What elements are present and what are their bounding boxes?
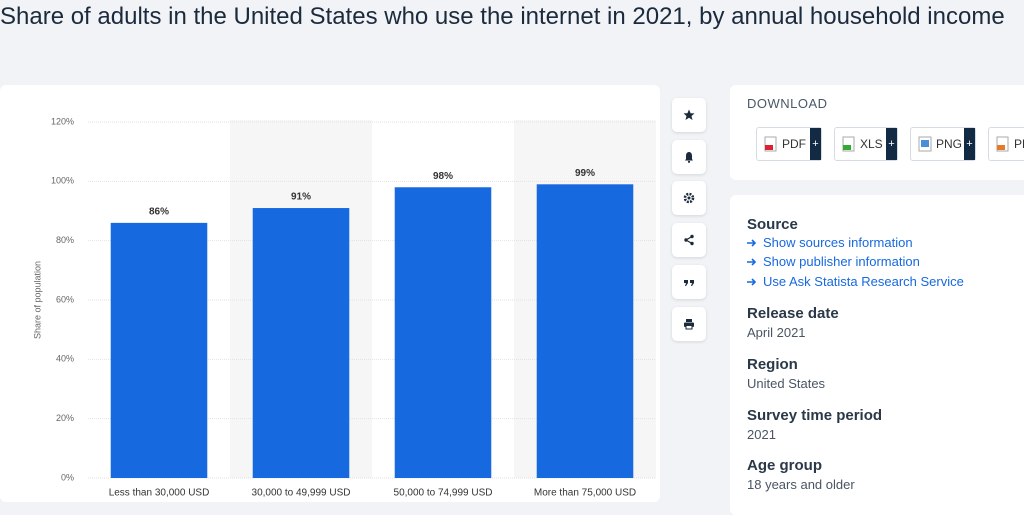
detail-value: 2021 [747, 427, 776, 442]
x-tick-label: 50,000 to 74,999 USD [394, 488, 493, 499]
bar [110, 222, 208, 478]
notification-button[interactable] [672, 140, 706, 174]
share-button[interactable] [672, 223, 706, 257]
format-label: PDF [782, 137, 806, 151]
bar [252, 208, 350, 478]
y-tick-label: 100% [51, 176, 74, 186]
format-label: PPT [1014, 137, 1024, 151]
download-panel: DOWNLOAD PDF+ XLS+ PNG+ PPT+ [730, 85, 1024, 180]
favorite-button[interactable] [672, 98, 706, 132]
detail-heading: Survey time period [747, 407, 883, 424]
link-text: Show sources information [763, 235, 913, 250]
source-link[interactable]: Show publisher information [747, 254, 920, 269]
detail-value: April 2021 [747, 325, 806, 340]
download-pdf[interactable]: PDF + [756, 127, 822, 161]
link-text: Show publisher information [763, 254, 920, 269]
x-tick-label: More than 75,000 USD [534, 488, 636, 499]
value-label: 86% [149, 207, 169, 218]
detail-value: 18 years and older [747, 477, 855, 492]
y-tick-label: 20% [56, 413, 74, 423]
y-tick-label: 40% [56, 354, 74, 364]
detail-heading: Release date [747, 305, 839, 322]
x-tick-label: 30,000 to 49,999 USD [252, 488, 351, 499]
bar [536, 184, 634, 479]
format-label: XLS [860, 137, 883, 151]
link-text: Use Ask Statista Research Service [763, 274, 964, 289]
download-xls[interactable]: XLS + [834, 127, 898, 161]
page-title: Share of adults in the United States who… [0, 3, 1005, 30]
value-label: 91% [291, 192, 311, 203]
source-link[interactable]: Show sources information [747, 235, 913, 250]
print-button[interactable] [672, 307, 706, 341]
value-label: 99% [575, 168, 595, 179]
chart-panel: Share of population 0% 20% 40% 60% 80% 100% 12… [0, 85, 660, 502]
download-png[interactable]: PNG + [910, 127, 976, 161]
format-label: PNG [936, 137, 963, 151]
x-tick-label: Less than 30,000 USD [109, 488, 210, 499]
value-label: 98% [433, 171, 453, 182]
detail-heading: Region [747, 356, 798, 373]
source-heading: Source [747, 216, 798, 233]
download-ppt[interactable]: PPT+ [988, 127, 1024, 161]
bar [394, 187, 492, 478]
y-tick-label: 0% [61, 472, 74, 482]
y-tick-label: 60% [56, 294, 74, 304]
source-link[interactable]: Use Ask Statista Research Service [747, 274, 964, 289]
detail-value: United States [747, 376, 826, 391]
info-panel: Source Show sources information Show pub… [730, 195, 1024, 515]
settings-button[interactable] [672, 181, 706, 215]
chart: Share of population 0% 20% 40% 60% 80% 100% 12… [32, 116, 656, 499]
detail-heading: Age group [747, 457, 822, 474]
y-tick-label: 120% [51, 116, 74, 126]
y-tick-label: 80% [56, 235, 74, 245]
download-heading: DOWNLOAD [747, 96, 828, 111]
y-axis-label: Share of population [32, 261, 42, 339]
cite-button[interactable] [672, 265, 706, 299]
page: Share of adults in the United States who… [0, 3, 1024, 515]
